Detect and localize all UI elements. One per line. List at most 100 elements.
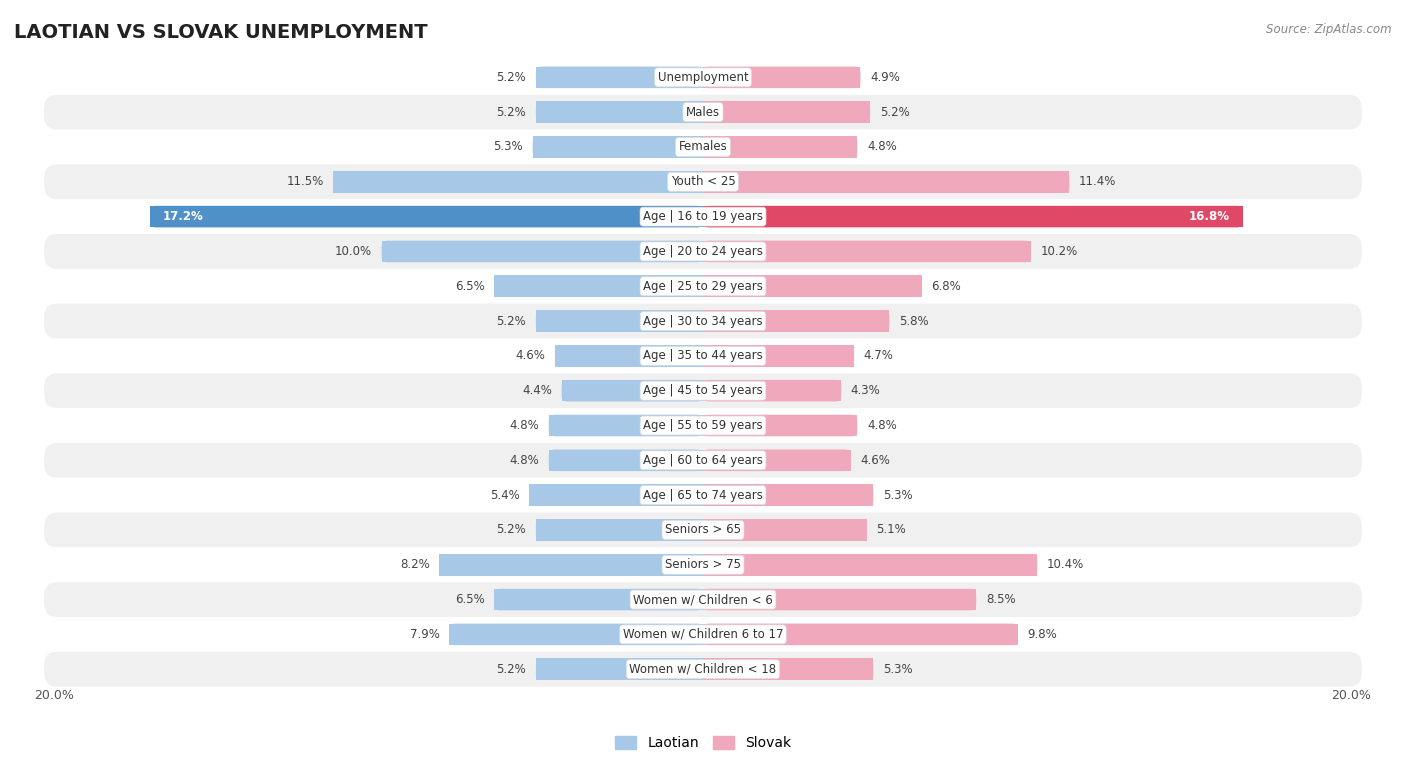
Bar	[703, 589, 976, 610]
Text: Seniors > 75: Seniors > 75	[665, 558, 741, 572]
Text: 11.4%: 11.4%	[1078, 176, 1116, 188]
Text: Females: Females	[679, 141, 727, 154]
Bar	[703, 415, 858, 436]
FancyBboxPatch shape	[533, 136, 703, 157]
FancyBboxPatch shape	[536, 67, 703, 88]
FancyBboxPatch shape	[44, 60, 1362, 95]
FancyBboxPatch shape	[494, 589, 703, 610]
FancyBboxPatch shape	[548, 415, 703, 436]
Text: 9.8%: 9.8%	[1028, 628, 1057, 641]
Text: 10.0%: 10.0%	[335, 245, 373, 258]
Text: Age | 35 to 44 years: Age | 35 to 44 years	[643, 350, 763, 363]
Text: Age | 55 to 59 years: Age | 55 to 59 years	[643, 419, 763, 432]
Text: 6.5%: 6.5%	[454, 593, 485, 606]
Text: 10.2%: 10.2%	[1040, 245, 1077, 258]
Bar	[703, 67, 860, 88]
FancyBboxPatch shape	[44, 617, 1362, 652]
Bar	[703, 310, 890, 332]
Text: 5.4%: 5.4%	[491, 488, 520, 502]
Bar	[703, 206, 1243, 227]
Text: 5.8%: 5.8%	[898, 315, 928, 328]
Text: 5.3%: 5.3%	[883, 488, 912, 502]
Text: 4.6%: 4.6%	[860, 453, 890, 467]
Text: 6.8%: 6.8%	[931, 280, 960, 293]
FancyBboxPatch shape	[703, 171, 1070, 192]
Bar	[703, 136, 858, 157]
FancyBboxPatch shape	[44, 129, 1362, 164]
Text: 5.3%: 5.3%	[883, 662, 912, 676]
FancyBboxPatch shape	[703, 484, 873, 506]
Text: 5.3%: 5.3%	[494, 141, 523, 154]
Bar	[536, 101, 703, 123]
Bar	[703, 659, 873, 680]
Text: 8.2%: 8.2%	[401, 558, 430, 572]
Text: 4.8%: 4.8%	[868, 141, 897, 154]
Bar	[703, 554, 1038, 575]
Text: Age | 16 to 19 years: Age | 16 to 19 years	[643, 210, 763, 223]
Text: 11.5%: 11.5%	[287, 176, 323, 188]
Bar	[703, 101, 870, 123]
Text: 16.8%: 16.8%	[1189, 210, 1230, 223]
Bar	[536, 310, 703, 332]
FancyBboxPatch shape	[703, 450, 851, 471]
FancyBboxPatch shape	[703, 241, 1031, 262]
Bar	[440, 554, 703, 575]
FancyBboxPatch shape	[561, 380, 703, 401]
FancyBboxPatch shape	[703, 554, 1038, 575]
Bar	[494, 276, 703, 297]
FancyBboxPatch shape	[44, 512, 1362, 547]
Text: 20.0%: 20.0%	[35, 689, 75, 702]
Bar	[536, 67, 703, 88]
FancyBboxPatch shape	[536, 101, 703, 123]
FancyBboxPatch shape	[703, 589, 976, 610]
FancyBboxPatch shape	[150, 206, 703, 227]
Bar	[703, 241, 1031, 262]
Bar	[548, 450, 703, 471]
Text: 5.2%: 5.2%	[496, 315, 526, 328]
Text: 4.8%: 4.8%	[868, 419, 897, 432]
Text: Women w/ Children < 18: Women w/ Children < 18	[630, 662, 776, 676]
FancyBboxPatch shape	[703, 345, 853, 366]
Bar	[703, 276, 921, 297]
Bar	[536, 659, 703, 680]
FancyBboxPatch shape	[494, 276, 703, 297]
FancyBboxPatch shape	[536, 310, 703, 332]
FancyBboxPatch shape	[536, 519, 703, 540]
FancyBboxPatch shape	[44, 373, 1362, 408]
FancyBboxPatch shape	[44, 164, 1362, 199]
Text: 5.2%: 5.2%	[496, 523, 526, 537]
Bar	[561, 380, 703, 401]
Text: Source: ZipAtlas.com: Source: ZipAtlas.com	[1267, 23, 1392, 36]
FancyBboxPatch shape	[44, 547, 1362, 582]
FancyBboxPatch shape	[555, 345, 703, 366]
Text: 7.9%: 7.9%	[409, 628, 440, 641]
FancyBboxPatch shape	[703, 519, 868, 540]
Text: 4.8%: 4.8%	[509, 419, 538, 432]
Bar	[536, 519, 703, 540]
Bar	[533, 136, 703, 157]
Text: Unemployment: Unemployment	[658, 71, 748, 84]
FancyBboxPatch shape	[703, 310, 890, 332]
FancyBboxPatch shape	[44, 95, 1362, 129]
Text: 17.2%: 17.2%	[163, 210, 204, 223]
FancyBboxPatch shape	[703, 659, 873, 680]
Text: Seniors > 65: Seniors > 65	[665, 523, 741, 537]
Bar	[150, 206, 703, 227]
Bar	[548, 415, 703, 436]
FancyBboxPatch shape	[44, 582, 1362, 617]
Bar	[703, 484, 873, 506]
Text: Males: Males	[686, 106, 720, 119]
FancyBboxPatch shape	[548, 450, 703, 471]
Text: 4.6%: 4.6%	[516, 350, 546, 363]
FancyBboxPatch shape	[703, 206, 1243, 227]
Text: 6.5%: 6.5%	[454, 280, 485, 293]
FancyBboxPatch shape	[44, 652, 1362, 687]
FancyBboxPatch shape	[44, 199, 1362, 234]
FancyBboxPatch shape	[44, 338, 1362, 373]
Text: LAOTIAN VS SLOVAK UNEMPLOYMENT: LAOTIAN VS SLOVAK UNEMPLOYMENT	[14, 23, 427, 42]
Bar	[530, 484, 703, 506]
Bar	[449, 624, 703, 645]
Text: 10.4%: 10.4%	[1047, 558, 1084, 572]
FancyBboxPatch shape	[703, 136, 858, 157]
FancyBboxPatch shape	[703, 276, 921, 297]
